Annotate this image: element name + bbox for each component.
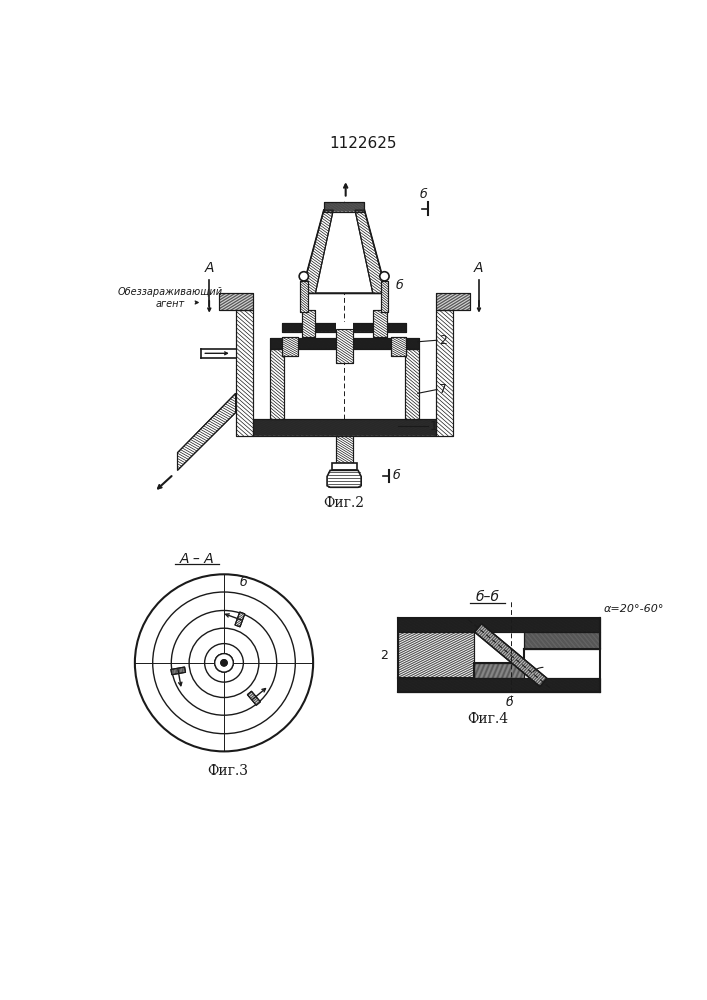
Polygon shape <box>300 281 308 312</box>
Text: б: б <box>506 696 513 709</box>
Text: 2: 2 <box>380 649 388 662</box>
Polygon shape <box>235 310 252 436</box>
Polygon shape <box>301 310 315 337</box>
Text: б: б <box>240 576 247 588</box>
Polygon shape <box>355 210 387 293</box>
Polygon shape <box>282 323 406 332</box>
Circle shape <box>299 272 308 281</box>
Text: б: б <box>395 279 403 292</box>
Polygon shape <box>301 210 387 293</box>
Bar <box>336 337 353 349</box>
Polygon shape <box>218 293 252 310</box>
Text: б: б <box>420 188 428 201</box>
Polygon shape <box>301 210 333 293</box>
Polygon shape <box>171 667 185 675</box>
Text: 2: 2 <box>438 334 447 347</box>
Polygon shape <box>524 632 600 649</box>
Polygon shape <box>398 678 600 692</box>
Circle shape <box>221 660 227 666</box>
Polygon shape <box>282 337 298 356</box>
Polygon shape <box>436 310 452 436</box>
Circle shape <box>215 654 233 672</box>
Polygon shape <box>474 624 547 687</box>
Polygon shape <box>391 337 406 356</box>
Text: A: A <box>204 261 214 275</box>
Polygon shape <box>398 632 474 678</box>
Polygon shape <box>398 618 600 632</box>
Polygon shape <box>436 293 469 310</box>
Polygon shape <box>327 470 361 487</box>
Polygon shape <box>247 691 260 705</box>
Text: A: A <box>474 261 484 275</box>
Circle shape <box>135 574 313 751</box>
Polygon shape <box>270 349 284 419</box>
Circle shape <box>380 272 389 281</box>
Text: α=20°-60°: α=20°-60° <box>604 604 665 614</box>
Text: б: б <box>392 469 400 482</box>
Text: б–б: б–б <box>476 590 500 604</box>
Bar <box>336 322 353 333</box>
Polygon shape <box>404 349 419 419</box>
Text: Фиг.4: Фиг.4 <box>467 712 508 726</box>
Polygon shape <box>235 612 245 627</box>
Text: Фиг.3: Фиг.3 <box>207 764 248 778</box>
Polygon shape <box>332 463 356 470</box>
Polygon shape <box>336 329 353 363</box>
Polygon shape <box>373 310 387 337</box>
Text: 1122625: 1122625 <box>329 136 397 151</box>
Polygon shape <box>252 419 436 436</box>
Text: Обеззараживающий
агент: Обеззараживающий агент <box>117 287 222 309</box>
Circle shape <box>221 660 227 666</box>
Polygon shape <box>177 393 235 470</box>
Text: 1: 1 <box>429 420 437 433</box>
Polygon shape <box>270 338 419 349</box>
Text: 7: 7 <box>438 383 447 396</box>
Polygon shape <box>474 663 524 678</box>
Polygon shape <box>380 281 388 312</box>
Text: Фиг.2: Фиг.2 <box>324 496 365 510</box>
Polygon shape <box>336 436 353 463</box>
Text: A – A: A – A <box>180 552 214 566</box>
Polygon shape <box>324 202 364 212</box>
